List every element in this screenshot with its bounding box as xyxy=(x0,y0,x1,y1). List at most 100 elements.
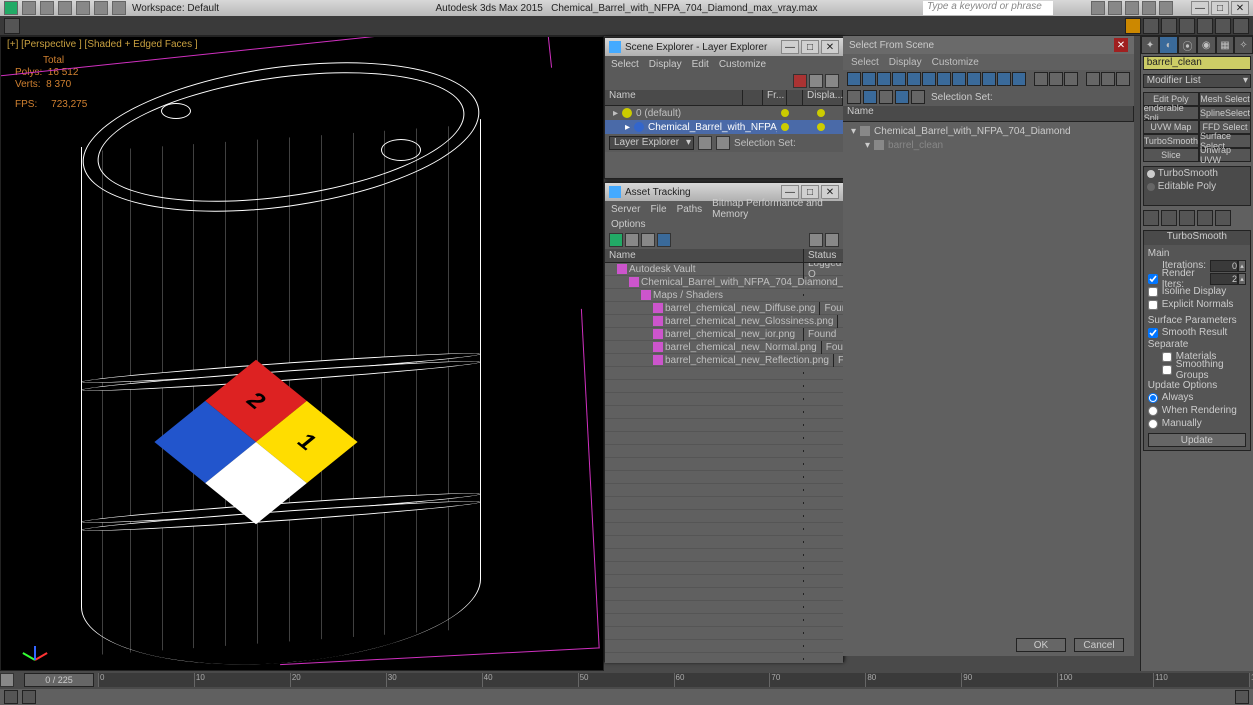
displayall-icon[interactable] xyxy=(1034,72,1048,86)
filter-bone-icon[interactable] xyxy=(982,72,996,86)
displaynone-icon[interactable] xyxy=(1049,72,1063,86)
table-body[interactable]: Autodesk VaultLogged OChemical_Barrel_wi… xyxy=(605,263,843,663)
menu-item[interactable]: Customize xyxy=(719,59,766,70)
create-tab[interactable]: ✦ xyxy=(1141,36,1160,54)
configure-sets-icon[interactable] xyxy=(1215,210,1231,226)
panel-titlebar[interactable]: Scene Explorer - Layer Explorer —□✕ xyxy=(605,38,843,56)
menu-item[interactable]: Bitmap Performance and Memory xyxy=(712,198,837,220)
menu-item[interactable]: Select xyxy=(851,57,879,68)
menu-item[interactable]: Edit xyxy=(692,59,709,70)
hierarchy-tab[interactable]: ⦿ xyxy=(1178,36,1197,54)
close-button[interactable]: ✕ xyxy=(1231,1,1249,15)
filter-all-icon[interactable] xyxy=(847,72,861,86)
filter-geo-icon[interactable] xyxy=(862,72,876,86)
panel-max-button[interactable]: □ xyxy=(801,185,819,199)
star-icon[interactable] xyxy=(1159,1,1173,15)
table-row[interactable] xyxy=(605,601,843,614)
panel-titlebar[interactable]: Select From Scene ✕ xyxy=(843,36,1134,54)
smoothing-groups-check[interactable] xyxy=(1162,365,1172,375)
explicit-normals-check[interactable] xyxy=(1148,300,1158,310)
stack-item[interactable]: Editable Poly xyxy=(1144,180,1250,193)
qat-open-icon[interactable] xyxy=(40,1,54,15)
object-name-field[interactable]: barrel_clean xyxy=(1143,56,1251,70)
menu-item[interactable]: Display xyxy=(889,57,922,68)
render-iters-input[interactable] xyxy=(1210,273,1238,285)
sel-icon[interactable] xyxy=(911,90,925,104)
iterations-input[interactable] xyxy=(1210,260,1238,272)
render-icon[interactable] xyxy=(1215,18,1231,34)
filter-space-icon[interactable] xyxy=(937,72,951,86)
modifier-button[interactable]: SplineSelect xyxy=(1199,106,1251,120)
script-listener-icon[interactable] xyxy=(4,690,18,704)
spinner-up-icon[interactable]: ▴ xyxy=(1238,273,1246,285)
invert-icon[interactable] xyxy=(1064,72,1078,86)
panel-min-button[interactable]: — xyxy=(781,40,799,54)
make-unique-icon[interactable] xyxy=(1179,210,1195,226)
qat-save-icon[interactable] xyxy=(58,1,72,15)
qat-redo-icon[interactable] xyxy=(94,1,108,15)
table-row[interactable] xyxy=(605,406,843,419)
modifier-button[interactable]: TurboSmooth xyxy=(1143,134,1199,148)
list-view-icon[interactable] xyxy=(641,233,655,247)
modifier-button[interactable]: Mesh Select xyxy=(1199,92,1251,106)
menu-item[interactable]: Customize xyxy=(932,57,979,68)
sel-icon[interactable] xyxy=(879,90,893,104)
update-always-radio[interactable] xyxy=(1148,393,1158,403)
table-row[interactable] xyxy=(605,432,843,445)
modifier-stack[interactable]: TurboSmoothEditable Poly xyxy=(1143,166,1251,206)
prefs-icon[interactable] xyxy=(825,233,839,247)
view-icon[interactable] xyxy=(698,136,712,150)
table-row[interactable] xyxy=(605,653,843,663)
table-row[interactable]: barrel_chemical_new_Normal.pngFound xyxy=(605,341,843,354)
tree-row[interactable]: ▸0 (default) xyxy=(605,106,843,120)
cancel-button[interactable]: Cancel xyxy=(1074,638,1124,652)
qat-undo-icon[interactable] xyxy=(76,1,90,15)
material-editor-icon[interactable] xyxy=(1161,18,1177,34)
menu-item[interactable]: File xyxy=(650,204,666,215)
subscription-icon[interactable] xyxy=(1108,1,1122,15)
viewport-perspective[interactable]: [+] [Perspective ] [Shaded + Edged Faces… xyxy=(0,36,604,671)
exchange-icon[interactable] xyxy=(1125,1,1139,15)
table-row[interactable]: barrel_chemical_new_Reflection.pngFound xyxy=(605,354,843,367)
modifier-button[interactable]: Unwrap UVW xyxy=(1199,148,1251,162)
sel-icon[interactable] xyxy=(895,90,909,104)
sort-icon[interactable] xyxy=(1101,72,1115,86)
menu-item[interactable]: Server xyxy=(611,204,640,215)
sel-icon[interactable] xyxy=(847,90,861,104)
table-row[interactable]: Maps / Shaders xyxy=(605,289,843,302)
panel-close-button[interactable]: ✕ xyxy=(821,185,839,199)
schematic-icon[interactable] xyxy=(1197,18,1213,34)
delete-icon[interactable] xyxy=(793,74,807,88)
table-row[interactable] xyxy=(605,497,843,510)
time-slider-handle[interactable]: 0 / 225 xyxy=(24,673,94,687)
modify-tab[interactable]: ◐ xyxy=(1159,36,1178,54)
tree-row[interactable]: ▸Chemical_Barrel_with_NFPA_704_Dia... xyxy=(605,120,843,134)
script-icon[interactable] xyxy=(22,690,36,704)
smooth-result-check[interactable] xyxy=(1148,328,1158,338)
modifier-list-dropdown[interactable]: Modifier List xyxy=(1143,74,1251,88)
menu-item[interactable]: Options xyxy=(611,219,645,230)
table-row[interactable] xyxy=(605,588,843,601)
table-row[interactable] xyxy=(605,627,843,640)
utilities-tab[interactable]: ✧ xyxy=(1234,36,1253,54)
table-view-icon[interactable] xyxy=(657,233,671,247)
spinner-up-icon[interactable]: ▴ xyxy=(1238,260,1246,272)
ok-button[interactable]: OK xyxy=(1016,638,1066,652)
update-render-radio[interactable] xyxy=(1148,406,1158,416)
update-button[interactable]: Update xyxy=(1148,433,1246,447)
render-setup-icon[interactable] xyxy=(1125,18,1141,34)
filter-shape-icon[interactable] xyxy=(877,72,891,86)
time-ruler[interactable]: 0102030405060708090100110120 xyxy=(98,673,1249,687)
qat-project-icon[interactable] xyxy=(112,1,126,15)
settings-icon[interactable] xyxy=(809,233,823,247)
table-row[interactable] xyxy=(605,458,843,471)
refresh-icon[interactable] xyxy=(609,233,623,247)
table-row[interactable]: barrel_chemical_new_Diffuse.pngFound xyxy=(605,302,843,315)
filter-cam-icon[interactable] xyxy=(907,72,921,86)
motion-tab[interactable]: ◉ xyxy=(1197,36,1216,54)
filter-xref-icon[interactable] xyxy=(967,72,981,86)
menu-item[interactable]: Paths xyxy=(677,204,703,215)
table-row[interactable] xyxy=(605,523,843,536)
infocenter-search[interactable]: Type a keyword or phrase xyxy=(923,1,1053,15)
materials-check[interactable] xyxy=(1162,352,1172,362)
